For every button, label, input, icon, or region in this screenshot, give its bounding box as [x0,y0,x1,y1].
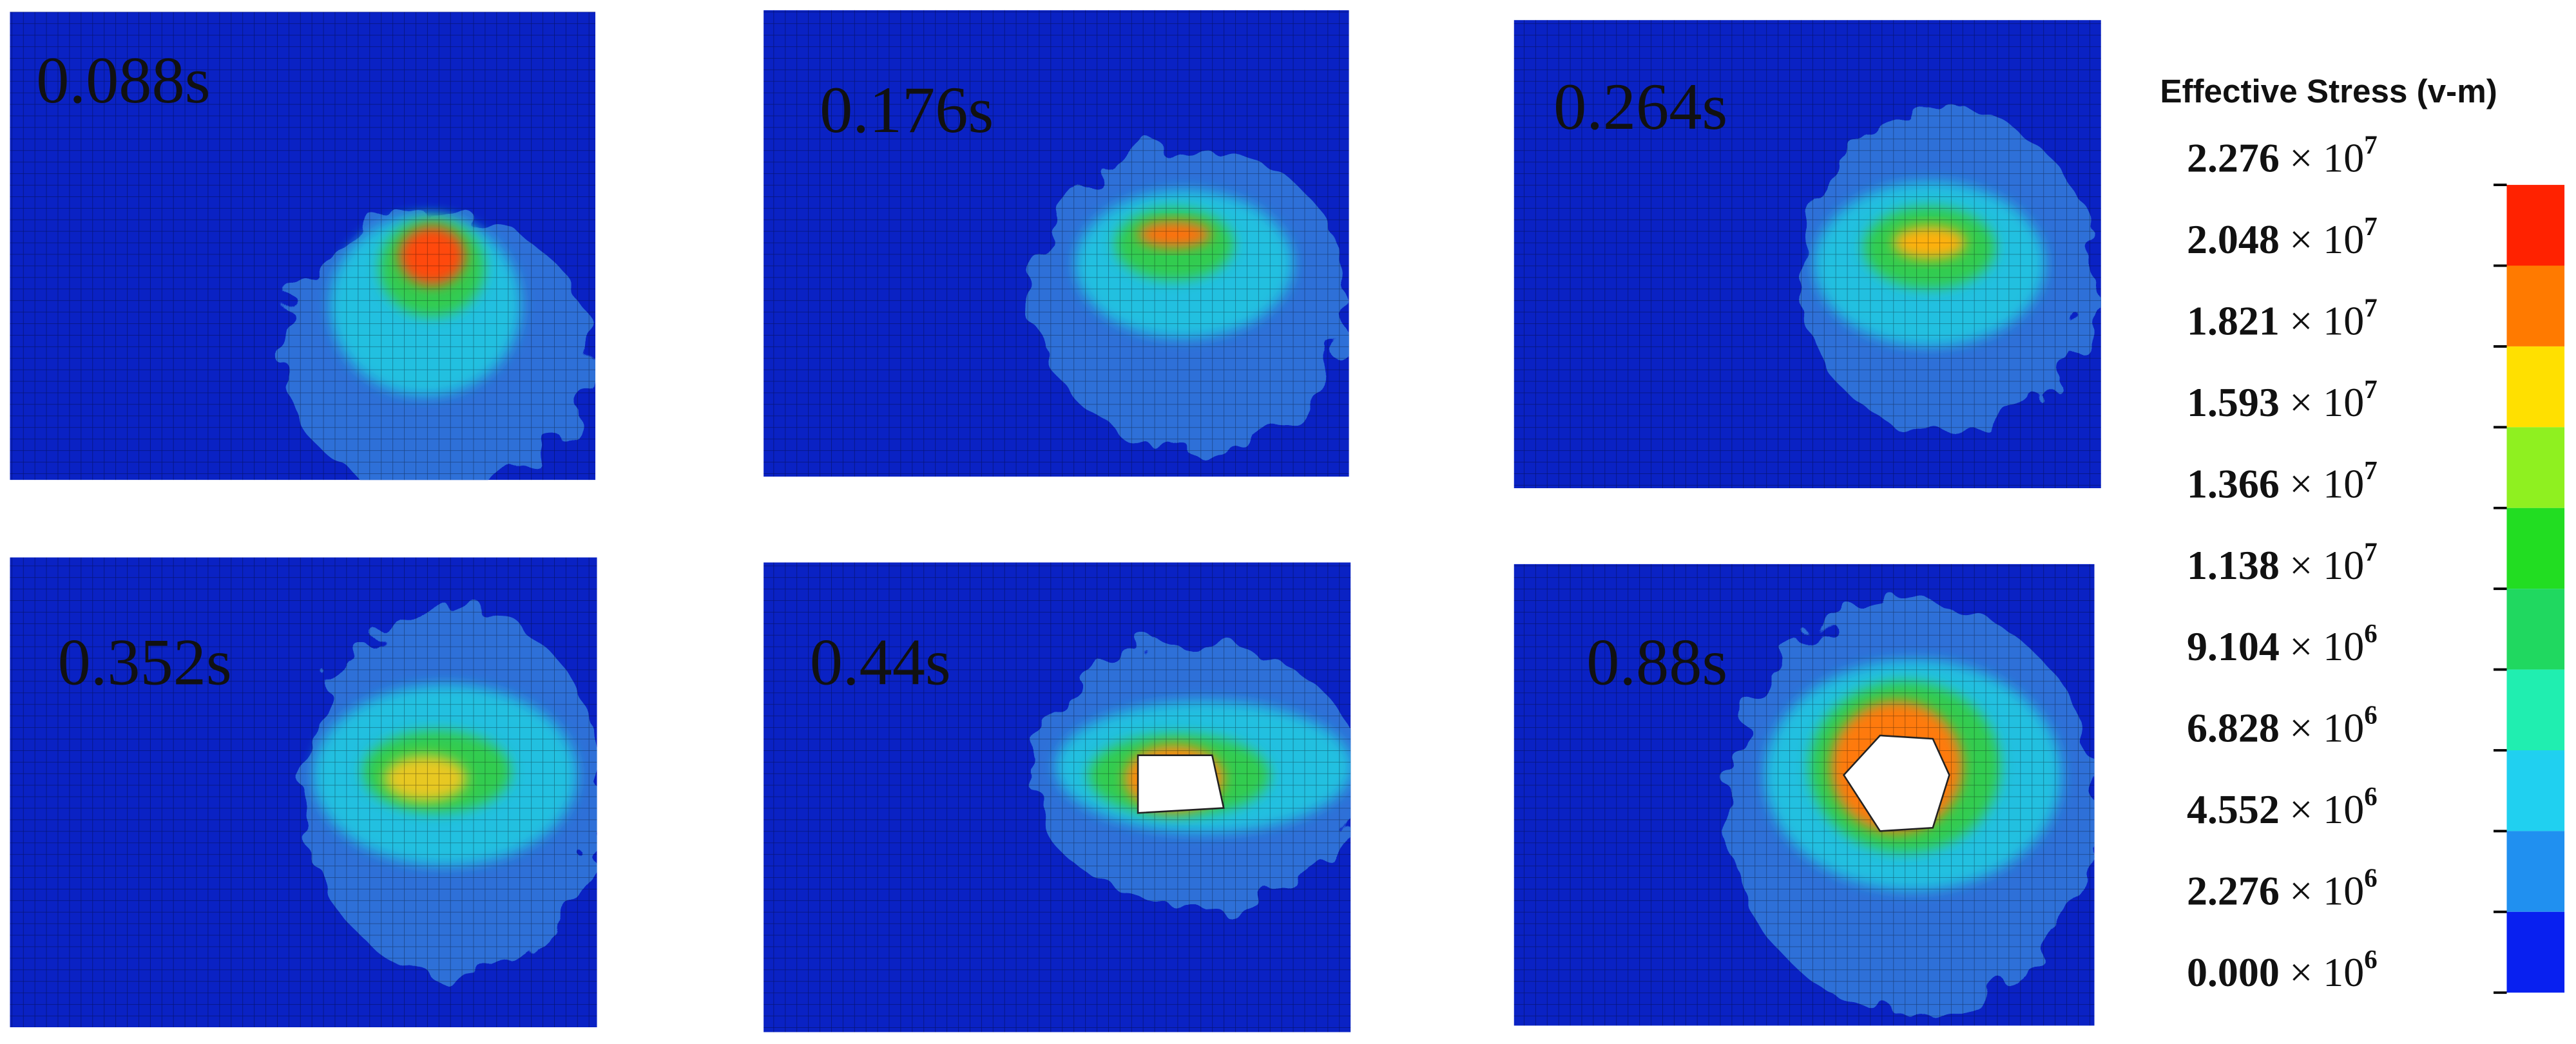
panel-content [764,562,1351,1032]
failure-hole [1137,754,1225,814]
tick-exponent: 6 [2364,863,2377,892]
legend-tick-label: 2.276 × 106 [2187,863,2378,913]
legend-tick-label: 9.104 × 106 [2187,619,2378,669]
stress-panel: 0.352s [10,557,597,1027]
panel-content [10,557,597,1027]
tick-exponent: 7 [2364,293,2377,322]
tick-value: 0.000 [2187,949,2280,995]
panel-content [10,12,595,480]
colorbar [2506,185,2565,993]
legend-tick-label: 1.138 × 107 [2187,538,2378,588]
tick-multiplier: × 10 [2289,298,2364,343]
stress-panel: 0.44s [764,562,1351,1032]
tick-value: 1.821 [2187,298,2280,343]
legend-tick-label: 1.593 × 107 [2187,375,2378,425]
time-label: 0.264s [1553,71,1727,144]
tick-value: 1.138 [2187,542,2280,588]
stress-panel: 0.176s [764,10,1349,477]
tick-exponent: 7 [2364,375,2377,404]
legend-title: Effective Stress (v-m) [2160,73,2497,109]
mesh [1514,564,2095,1026]
time-label: 0.44s [810,627,951,699]
tick-exponent: 7 [2364,130,2377,159]
mesh [10,12,595,480]
tick-multiplier: × 10 [2289,949,2364,995]
panel-content [1514,20,2101,489]
tick-multiplier: × 10 [2289,135,2364,181]
failure-hole [1842,734,1950,832]
mesh [1514,20,2101,489]
tick-value: 2.276 [2187,135,2280,181]
tick-value: 4.552 [2187,786,2280,832]
tick-value: 2.276 [2187,868,2280,914]
tick-value: 6.828 [2187,705,2280,751]
legend-tick-label: 1.366 × 107 [2187,456,2378,506]
tick-exponent: 6 [2364,701,2377,730]
legend-tick-label: 6.828 × 106 [2187,701,2378,751]
tick-multiplier: × 10 [2289,542,2364,588]
tick-exponent: 6 [2364,619,2377,648]
time-label: 0.352s [58,627,232,699]
legend-tick-label: 2.276 × 107 [2187,130,2378,180]
time-label: 0.088s [36,44,210,117]
tick-multiplier: × 10 [2289,786,2364,832]
time-label: 0.176s [820,74,994,147]
tick-multiplier: × 10 [2289,216,2364,262]
tick-multiplier: × 10 [2289,868,2364,914]
tick-value: 1.593 [2187,379,2280,425]
tick-value: 9.104 [2187,623,2280,669]
stress-panel: 0.088s [10,12,595,480]
tick-value: 1.366 [2187,460,2280,506]
legend-tick-label: 2.048 × 107 [2187,212,2378,262]
mesh [10,557,597,1027]
time-label: 0.88s [1586,627,1727,699]
mesh [764,562,1351,1032]
legend-tick-label: 0.000 × 106 [2187,945,2378,995]
tick-value: 2.048 [2187,216,2280,262]
tick-exponent: 7 [2364,538,2377,567]
legend-tick-label: 1.821 × 107 [2187,293,2378,343]
mesh [764,10,1349,477]
stress-panel: 0.264s [1514,20,2101,489]
tick-multiplier: × 10 [2289,705,2364,751]
tick-exponent: 7 [2364,212,2377,241]
stress-panel: 0.88s [1514,564,2095,1026]
legend-tick-label: 4.552 × 106 [2187,782,2378,832]
tick-multiplier: × 10 [2289,460,2364,506]
panel-content [764,10,1349,477]
tick-exponent: 7 [2364,456,2377,485]
tick-exponent: 6 [2364,782,2377,811]
tick-exponent: 6 [2364,945,2377,974]
tick-multiplier: × 10 [2289,379,2364,425]
tick-multiplier: × 10 [2289,623,2364,669]
panel-content [1514,564,2095,1026]
